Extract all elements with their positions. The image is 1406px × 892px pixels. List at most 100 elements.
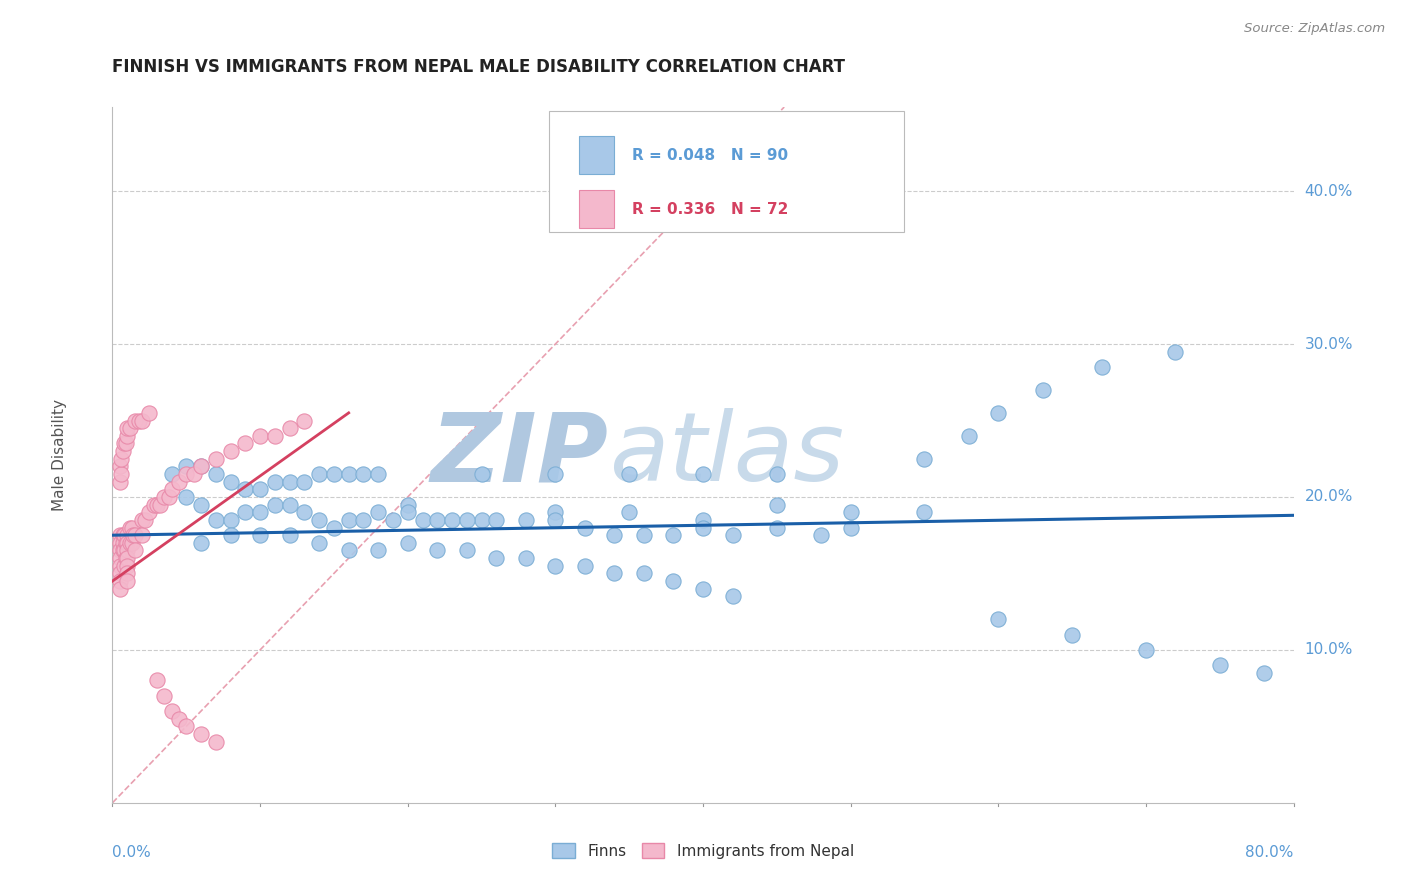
Point [138, 406, 160, 420]
Point [619, 467, 641, 481]
Point [721, 590, 744, 604]
Point [382, 513, 405, 527]
Point [205, 467, 228, 481]
Point [839, 520, 862, 534]
Point [131, 528, 153, 542]
Text: Source: ZipAtlas.com: Source: ZipAtlas.com [1244, 22, 1385, 36]
Point [131, 513, 153, 527]
Point [117, 566, 138, 581]
Point [219, 513, 242, 527]
Point [124, 528, 146, 542]
Point [441, 513, 464, 527]
Text: 40.0%: 40.0% [1305, 184, 1353, 199]
Point [574, 520, 596, 534]
Point [544, 513, 567, 527]
Point [337, 543, 360, 558]
Point [426, 513, 449, 527]
Point [766, 467, 789, 481]
Point [124, 413, 146, 427]
Point [205, 734, 228, 748]
Point [603, 566, 626, 581]
Point [117, 574, 138, 588]
Point [352, 513, 374, 527]
Point [134, 513, 156, 527]
Point [987, 612, 1010, 626]
Point [121, 520, 143, 534]
Point [264, 429, 287, 443]
Point [337, 467, 360, 481]
Point [574, 558, 596, 573]
Point [124, 543, 146, 558]
Point [323, 467, 346, 481]
Point [108, 528, 131, 542]
Point [485, 551, 508, 566]
Point [174, 490, 197, 504]
Point [456, 543, 478, 558]
Point [633, 566, 655, 581]
Text: Male Disability: Male Disability [52, 399, 67, 511]
Point [1135, 643, 1157, 657]
Point [120, 421, 142, 435]
Point [485, 513, 508, 527]
Point [190, 459, 212, 474]
Point [111, 536, 134, 550]
Point [1091, 359, 1114, 374]
Point [131, 413, 153, 427]
Point [914, 505, 936, 519]
Point [426, 543, 449, 558]
Point [264, 498, 287, 512]
Point [1032, 383, 1054, 397]
Text: 10.0%: 10.0% [1305, 642, 1353, 657]
Point [117, 421, 138, 435]
Point [157, 490, 180, 504]
Point [544, 505, 567, 519]
Point [337, 513, 360, 527]
Point [233, 505, 256, 519]
Point [112, 543, 135, 558]
Point [108, 536, 131, 550]
Point [914, 451, 936, 466]
Point [396, 536, 419, 550]
Legend: Finns, Immigrants from Nepal: Finns, Immigrants from Nepal [546, 837, 860, 864]
Text: R = 0.048   N = 90: R = 0.048 N = 90 [633, 148, 789, 162]
Point [292, 505, 315, 519]
Text: FINNISH VS IMMIGRANTS FROM NEPAL MALE DISABILITY CORRELATION CHART: FINNISH VS IMMIGRANTS FROM NEPAL MALE DI… [112, 58, 845, 76]
Point [515, 551, 537, 566]
Point [108, 582, 131, 596]
Point [219, 528, 242, 542]
Point [117, 551, 138, 566]
Point [692, 467, 714, 481]
Point [662, 528, 685, 542]
Point [308, 513, 330, 527]
Point [205, 451, 228, 466]
Point [233, 483, 256, 497]
Point [174, 459, 197, 474]
Point [839, 505, 862, 519]
Point [515, 513, 537, 527]
Point [396, 505, 419, 519]
Point [114, 436, 136, 450]
Point [249, 483, 271, 497]
Point [1062, 627, 1084, 641]
Point [692, 520, 714, 534]
Point [662, 574, 685, 588]
Point [174, 719, 197, 733]
Point [112, 528, 135, 542]
Point [121, 536, 143, 550]
Text: 0.0%: 0.0% [112, 845, 152, 860]
Point [367, 505, 389, 519]
Point [352, 467, 374, 481]
Point [633, 528, 655, 542]
Point [308, 536, 330, 550]
Point [108, 551, 131, 566]
Point [470, 467, 494, 481]
Point [167, 712, 190, 726]
Point [114, 551, 136, 566]
Point [128, 413, 150, 427]
Point [367, 467, 389, 481]
Bar [579, 136, 614, 174]
Point [114, 536, 136, 550]
Point [721, 528, 744, 542]
Point [108, 475, 131, 489]
Point [190, 498, 212, 512]
